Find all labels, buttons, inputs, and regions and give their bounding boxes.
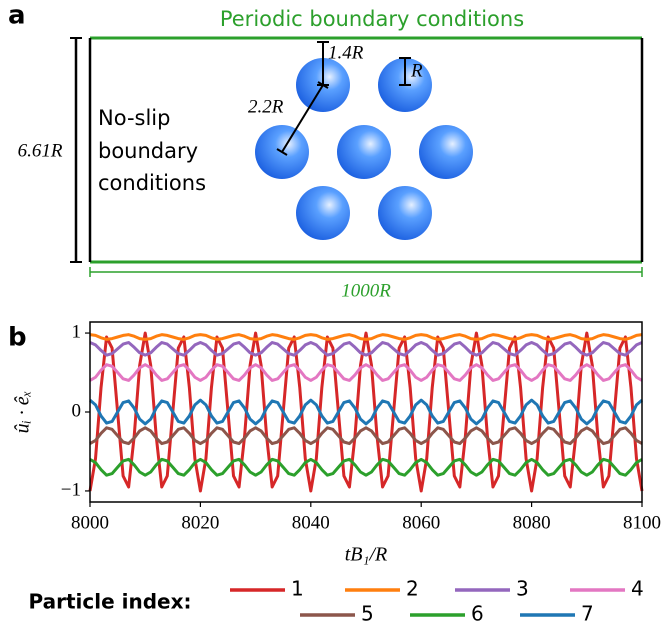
y-tick-label: 0: [72, 400, 82, 421]
measure-line: [276, 148, 288, 156]
y-tick-label: 1: [72, 321, 82, 342]
series-line: [89, 398, 643, 426]
measure-line: [281, 84, 324, 153]
series-line: [89, 457, 643, 477]
legend-label: 3: [516, 577, 529, 601]
legend-label: 1: [291, 577, 304, 601]
spacing-label: 1.4R: [328, 42, 364, 63]
particles: [255, 58, 473, 240]
side-label: boundary: [98, 139, 198, 163]
plot: [88, 331, 644, 493]
series-line: [89, 341, 643, 357]
x-tick-label: 8080: [513, 512, 551, 533]
legend-label: 4: [631, 577, 644, 601]
side-label: No-slip: [98, 106, 170, 130]
width-label: 1000R: [341, 280, 391, 301]
y-axis-label: ûᵢ · êₓ: [12, 391, 34, 434]
y-tick-label: −1: [61, 479, 81, 500]
legend-title: Particle index:: [28, 590, 191, 614]
series-line: [88, 331, 644, 493]
particle: [337, 125, 391, 179]
height-label: 6.61R: [18, 140, 63, 161]
x-tick-label: 8020: [181, 512, 219, 533]
legend-label: 2: [406, 577, 419, 601]
x-tick-label: 8060: [402, 512, 440, 533]
x-axis-label: tB₁/R: [345, 544, 388, 566]
radius-label: R: [410, 60, 423, 81]
series-line: [89, 363, 643, 382]
side-label: conditions: [98, 171, 206, 195]
x-tick-label: 8000: [71, 512, 109, 533]
x-tick-label: 8040: [292, 512, 330, 533]
panel-label: a: [8, 1, 26, 31]
measure-lines: [276, 41, 411, 156]
particle: [378, 186, 432, 240]
legend-label: 6: [471, 602, 484, 624]
particle: [419, 125, 473, 179]
top-label: Periodic boundary conditions: [220, 7, 524, 31]
spacing-label: 2.2R: [248, 96, 284, 117]
legend-label: 7: [581, 602, 594, 624]
legend-label: 5: [361, 602, 374, 624]
x-tick-label: 8100: [623, 512, 661, 533]
series-line: [89, 426, 643, 446]
measure-line: [317, 81, 329, 89]
panel-label: b: [8, 323, 27, 353]
particle: [296, 186, 350, 240]
series-line: [89, 333, 643, 341]
